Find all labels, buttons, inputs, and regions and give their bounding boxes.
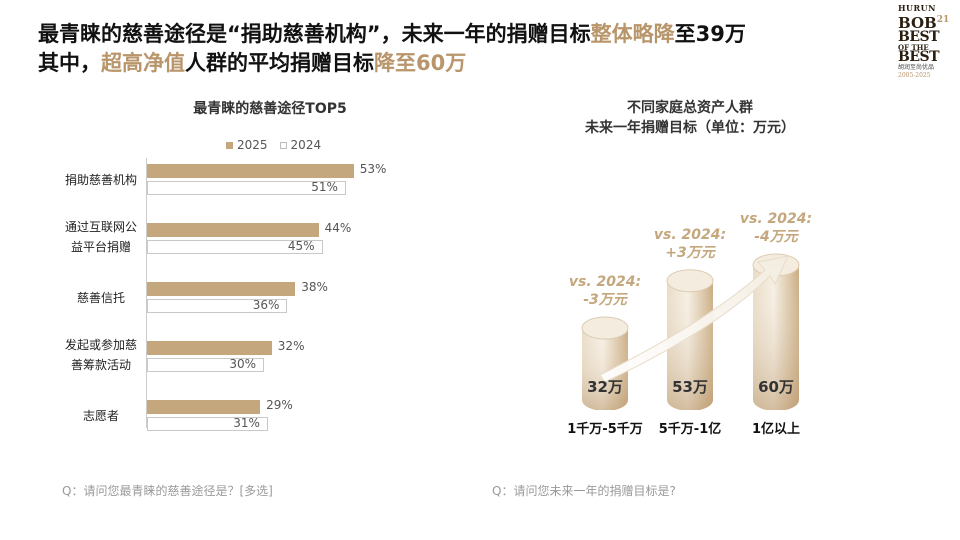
bar-2024-label: 31% — [233, 416, 260, 430]
logo-best: BEST — [898, 49, 940, 65]
logo-best: BEST — [898, 29, 940, 45]
right-chart-title-line-1: 不同家庭总资产人群 — [627, 100, 753, 116]
logo-hurun: HURUN — [898, 3, 936, 13]
category-label-line: 通过互联网公 — [64, 220, 137, 234]
right-chart-title-line-2: 未来一年捐赠目标（单位：万元） — [585, 120, 795, 136]
vs-2024-annotation: vs. 2024: +3万元 — [630, 226, 750, 262]
vs-2024-annotation-line: vs. 2024: — [739, 211, 813, 227]
logo-cn: 胡润至尚优品 — [898, 64, 935, 71]
bar-2024 — [147, 181, 346, 195]
bar-2025-label: 32% — [277, 339, 305, 353]
cylinder-top — [581, 316, 629, 340]
headline-text: 至39万 — [674, 22, 746, 46]
bar-2024 — [147, 417, 268, 431]
bar-2025-label: 44% — [324, 221, 352, 235]
cylinder-chart — [581, 253, 800, 410]
legend-label: 2024 — [290, 138, 322, 152]
headline-highlight: 超高净值 — [101, 51, 185, 75]
logo-bob-sup: 21 — [936, 15, 950, 25]
headline-highlight: 整体略降 — [590, 22, 675, 46]
trend-arrow — [599, 255, 789, 383]
cylinder-bar — [666, 269, 714, 410]
category-label-line: 善筹款活动 — [70, 358, 131, 372]
category-label-line: 发起或参加慈 — [64, 338, 137, 352]
legend-item-2025: 2025 — [226, 138, 268, 152]
cylinder-bar — [752, 253, 800, 410]
right-chart-title: 不同家庭总资产人群 未来一年捐赠目标（单位：万元） — [520, 98, 860, 138]
left-chart-title: 最青睐的慈善途径TOP5 — [193, 101, 347, 117]
category-label-line: 志愿者 — [82, 409, 119, 423]
logo-ofthe: OF THE — [898, 43, 929, 52]
chart-legend: 2025 2024 — [226, 138, 321, 152]
hurun-bob-logo: HURUN BOB21 BEST OF THE BEST 胡润至尚优品 2005… — [898, 4, 956, 84]
bar-2024-label: 30% — [229, 357, 256, 371]
cylinder-shade — [582, 328, 628, 410]
logo-bob: BOB21 — [898, 13, 956, 31]
cylinder-value-label: 32万 — [587, 378, 623, 396]
headline-highlight: 降至60万 — [374, 51, 467, 75]
category-label-line: 捐助慈善机构 — [64, 173, 137, 187]
bar-2024-label: 51% — [311, 180, 338, 194]
vs-2024-annotation: vs. 2024: -3万元 — [545, 273, 665, 309]
left-question: Q：请问您最青睐的慈善途径是？[多选] — [62, 484, 273, 498]
vs-2024-annotation: vs. 2024: -4万元 — [716, 210, 836, 246]
headline-text: 最青睐的慈善途径是“捐助慈善机构”，未来一年的捐赠目标 — [38, 22, 591, 46]
logo-years: 2005-2025 — [898, 72, 931, 79]
bar-2025-label: 53% — [359, 162, 387, 176]
bar-2025-label: 38% — [301, 280, 328, 294]
category-label: 志愿者 — [58, 406, 144, 426]
category-label: 通过互联网公 益平台捐赠 — [58, 217, 144, 257]
right-question: Q：请问您未来一年的捐赠目标是? — [492, 484, 676, 498]
bar-2024 — [147, 358, 264, 372]
bar-2025 — [147, 223, 319, 237]
legend-swatch-2025 — [226, 142, 233, 149]
vs-2024-annotation-line: -4万元 — [754, 229, 798, 245]
legend-swatch-2024 — [279, 142, 287, 149]
cylinder-category-label: 5千万-1亿 — [658, 422, 722, 437]
cylinder-category-label: 1千万-5千万 — [567, 422, 643, 437]
category-label: 慈善信托 — [58, 288, 144, 308]
cylinder-shade — [667, 280, 713, 410]
category-label: 捐助慈善机构 — [58, 170, 144, 190]
legend-item-2024: 2024 — [279, 138, 322, 152]
bar-2025-label: 29% — [266, 398, 293, 412]
bar-2024 — [147, 240, 323, 254]
bar-2025 — [147, 341, 272, 355]
vs-2024-annotation-line: +3万元 — [665, 244, 715, 261]
page-headline: 最青睐的慈善途径是“捐助慈善机构”，未来一年的捐赠目标整体略降至39万 其中，超… — [38, 20, 878, 78]
vs-2024-annotation-line: -3万元 — [583, 292, 627, 308]
cylinder-shade — [753, 265, 799, 410]
headline-text: 其中， — [38, 51, 101, 75]
bar-2024 — [147, 299, 288, 313]
cylinder-top — [666, 269, 714, 293]
headline-line-1: 最青睐的慈善途径是“捐助慈善机构”，未来一年的捐赠目标整体略降至39万 — [38, 20, 878, 49]
category-label-line: 慈善信托 — [76, 291, 125, 305]
headline-text: 人群的平均捐赠目标 — [185, 51, 374, 75]
vs-2024-annotation-line: vs. 2024: — [653, 226, 727, 243]
vs-2024-annotation-line: vs. 2024: — [568, 274, 642, 290]
cylinder-value-label: 60万 — [758, 378, 794, 396]
category-label: 发起或参加慈 善筹款活动 — [58, 335, 144, 375]
bar-axis-line — [146, 158, 147, 428]
bar-2024-label: 45% — [287, 239, 315, 253]
cylinder-value-label: 53万 — [672, 378, 708, 396]
cylinder-bar — [581, 316, 629, 410]
headline-line-2: 其中，超高净值人群的平均捐赠目标降至60万 — [38, 49, 878, 78]
bar-2025 — [147, 164, 354, 178]
category-label-line: 益平台捐赠 — [70, 240, 131, 254]
bar-2025 — [147, 282, 296, 296]
legend-label: 2025 — [237, 138, 268, 152]
cylinder-category-label: 1亿以上 — [751, 422, 801, 437]
bar-2024-label: 36% — [252, 298, 280, 312]
logo-bob-text: BOB — [898, 14, 937, 32]
bar-2025 — [147, 400, 261, 414]
